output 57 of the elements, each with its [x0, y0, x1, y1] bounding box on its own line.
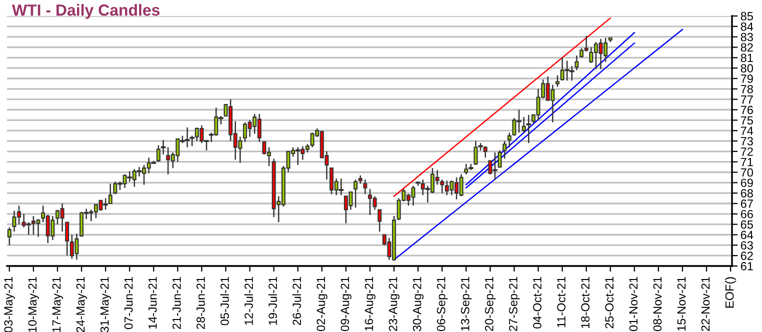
x-tick-label: 07-Jun-21 — [124, 276, 133, 330]
y-tick-label: 83 — [740, 32, 753, 42]
x-tick-label: 18-Oct-21 — [581, 276, 590, 328]
y-tick-label: 81 — [740, 54, 753, 62]
y-tick-label: 71 — [740, 158, 753, 166]
y-tick-label: 61 — [740, 262, 753, 270]
x-tick-label: 02-Aug-21 — [316, 276, 328, 332]
x-tick-label: 11-Oct-21 — [557, 276, 566, 328]
x-tick-label: 04-Oct-21 — [533, 276, 542, 328]
y-tick-label: 72 — [740, 147, 753, 156]
x-tick-label: 28-Jun-21 — [196, 276, 205, 329]
x-tick-label: 24-May-21 — [76, 276, 88, 332]
y-tick-label: 80 — [740, 64, 754, 72]
x-tick-label: 26-Jul-21 — [292, 276, 302, 326]
y-tick-label: 73 — [740, 137, 753, 146]
y-tick-label: 78 — [740, 84, 753, 94]
x-tick-label: 06-Sep-21 — [436, 276, 448, 332]
x-tick-label: 01-Nov-21 — [629, 276, 638, 332]
y-tick-label: 82 — [740, 43, 753, 52]
y-tick-label: 64 — [740, 230, 754, 240]
y-tick-label: 62 — [740, 252, 753, 260]
y-tick-label: 65 — [740, 220, 753, 229]
y-tick-label: 66 — [740, 210, 753, 218]
x-tick-label: 17-May-21 — [52, 276, 63, 332]
y-tick-label: 76 — [740, 106, 753, 114]
x-tick-label: 31-May-21 — [100, 276, 112, 332]
x-tick-label: 23-Aug-21 — [388, 276, 400, 331]
x-tick-label: 03-May-21 — [4, 276, 15, 332]
x-tick-label: 30-Aug-21 — [412, 276, 424, 332]
x-tick-label: 14-Jun-21 — [148, 276, 157, 329]
x-tick-label: 15-Nov-21 — [677, 276, 686, 331]
x-tick-label: 09-Aug-21 — [340, 276, 352, 332]
y-tick-label: 79 — [740, 74, 753, 83]
x-tick-label: 27-Sep-21 — [509, 276, 520, 331]
y-tick-label: 63 — [740, 241, 753, 250]
y-tick-label: 74 — [740, 126, 754, 135]
y-tick-label: 85 — [740, 12, 753, 20]
y-tick-label: 68 — [740, 189, 753, 198]
x-tick-label: 16-Aug-21 — [364, 276, 376, 331]
y-tick-label: 77 — [740, 95, 753, 104]
x-tick-label: 13-Sep-21 — [460, 276, 472, 331]
chart-title: WTI - Daily Candles — [12, 4, 160, 19]
x-tick-label: 21-Jun-21 — [172, 276, 181, 329]
y-tick-label: 67 — [740, 200, 753, 208]
x-tick-label: 10-May-21 — [28, 276, 39, 332]
x-tick-label: 22-Nov-21 — [701, 276, 710, 331]
y-tick-label: 75 — [740, 116, 753, 125]
x-tick-label: 12-Jul-21 — [244, 276, 253, 325]
x-tick-label: 20-Sep-21 — [484, 276, 496, 331]
y-tick-label: 69 — [740, 178, 753, 188]
y-tick-label: 84 — [740, 22, 754, 31]
x-tick-label: 05-Jul-21 — [220, 276, 229, 326]
x-tick-label: EOF() — [725, 277, 736, 308]
x-tick-label: 25-Oct-21 — [605, 276, 614, 328]
y-tick-label: 70 — [740, 168, 754, 177]
x-tick-label: 19-Jul-21 — [268, 276, 277, 325]
x-tick-label: 08-Nov-21 — [653, 276, 662, 332]
